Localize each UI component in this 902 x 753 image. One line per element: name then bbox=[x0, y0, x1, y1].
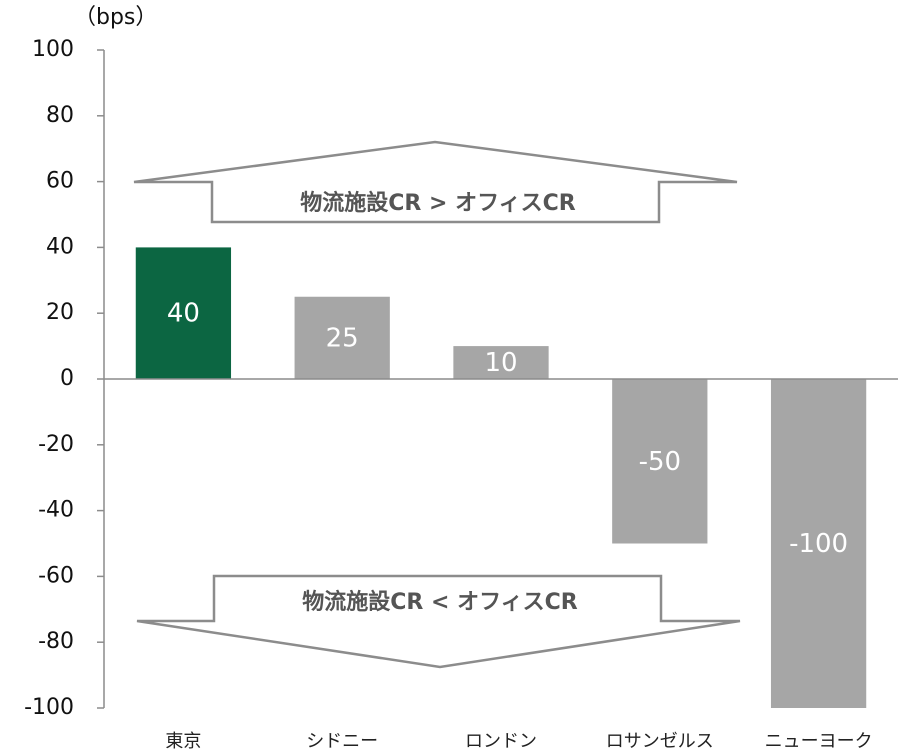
category-label: ロンドン bbox=[465, 731, 537, 752]
y-tick-label: -60 bbox=[38, 563, 74, 588]
y-axis: 100 80 60 40 20 0 -20 -40 -60 -80 -100 bbox=[24, 37, 105, 720]
lower-arrow-text: 物流施設CR < オフィスCR bbox=[302, 589, 578, 615]
y-tick-label: 40 bbox=[46, 234, 74, 259]
upper-arrow-shape bbox=[133, 140, 738, 224]
y-axis-unit-label: （bps） bbox=[74, 5, 157, 30]
y-tick-label: 0 bbox=[60, 366, 74, 391]
bar-value-label: -100 bbox=[789, 529, 848, 559]
y-tick-label: -80 bbox=[38, 629, 74, 654]
x-axis: 東京 シドニー ロンドン ロサンゼルス ニューヨーク bbox=[104, 378, 898, 752]
category-label: シドニー bbox=[306, 731, 378, 752]
category-label: ニューヨーク bbox=[765, 731, 873, 752]
y-tick-label: -100 bbox=[24, 695, 74, 720]
bar bbox=[770, 379, 867, 708]
y-tick-label: 100 bbox=[32, 37, 74, 62]
bars: 40 25 10 -50 -100 bbox=[135, 247, 867, 708]
bar-value-label: -50 bbox=[639, 447, 681, 477]
upper-arrow-text: 物流施設CR > オフィスCR bbox=[300, 190, 576, 216]
category-label: 東京 bbox=[165, 731, 201, 752]
bar-value-label: 10 bbox=[484, 348, 517, 378]
upper-arrow-annotation: 物流施設CR > オフィスCR bbox=[133, 140, 738, 224]
lower-arrow-shape bbox=[136, 574, 741, 669]
bar bbox=[453, 346, 549, 379]
y-tick-label: -40 bbox=[38, 498, 74, 523]
y-tick-label: 20 bbox=[46, 300, 74, 325]
y-tick-label: 80 bbox=[46, 103, 74, 128]
bar-value-label: 25 bbox=[326, 323, 359, 353]
bar-value-label: 40 bbox=[167, 299, 200, 329]
y-tick-label: 60 bbox=[46, 169, 74, 194]
y-tick-label: -20 bbox=[38, 432, 74, 457]
bar bbox=[135, 247, 232, 379]
bar bbox=[294, 296, 390, 379]
lower-arrow-annotation: 物流施設CR < オフィスCR bbox=[136, 574, 741, 669]
bar bbox=[612, 379, 708, 544]
category-label: ロサンゼルス bbox=[606, 731, 714, 752]
